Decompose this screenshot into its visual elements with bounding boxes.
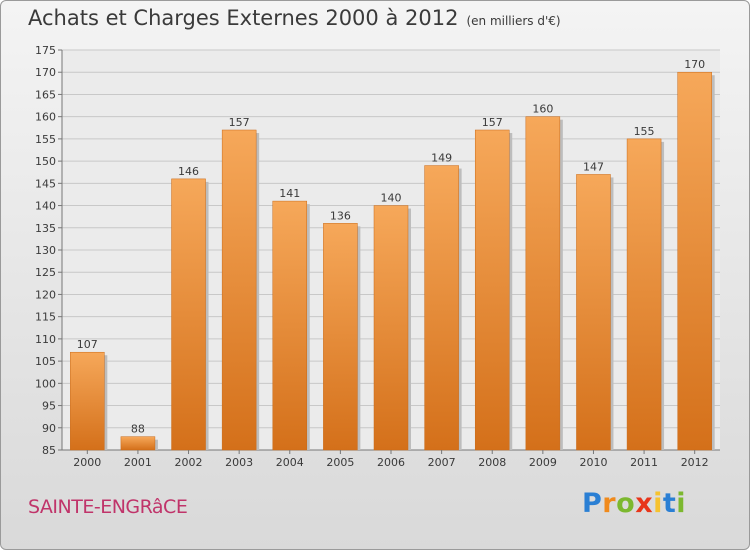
bar	[474, 129, 510, 451]
y-tick-label: 130	[35, 244, 56, 257]
x-tick-label: 2001	[124, 456, 152, 469]
proxiti-logo: Proxiti	[582, 488, 686, 519]
chart-title: Achats et Charges Externes 2000 à 2012 (e…	[28, 6, 561, 30]
y-tick-label: 110	[35, 333, 56, 346]
bar	[525, 116, 561, 451]
data-label: 149	[431, 152, 452, 165]
x-tick-label: 2002	[175, 456, 203, 469]
data-label: 146	[178, 165, 199, 178]
bar	[373, 205, 409, 451]
bar	[576, 174, 611, 451]
y-tick-label: 175	[35, 44, 56, 57]
x-tick-label: 2009	[529, 456, 557, 469]
x-tick-label: 2003	[225, 456, 253, 469]
bar	[120, 436, 156, 451]
y-tick-label: 95	[42, 400, 56, 413]
logo-letter: t	[662, 488, 677, 519]
logo-letter: x	[635, 488, 654, 519]
y-tick-label: 140	[35, 200, 56, 213]
y-tick-label: 145	[35, 177, 56, 190]
bar	[272, 200, 308, 451]
y-tick-label: 120	[35, 288, 56, 301]
x-tick-label: 2010	[579, 456, 607, 469]
y-tick-label: 115	[35, 311, 56, 324]
y-tick-label: 90	[42, 422, 56, 435]
y-tick-label: 105	[35, 355, 56, 368]
logo-letter: P	[582, 488, 603, 519]
logo-letter: r	[602, 488, 617, 519]
y-tick-label: 100	[35, 377, 56, 390]
data-label: 107	[77, 338, 98, 351]
x-tick-label: 2011	[630, 456, 658, 469]
data-label: 155	[634, 125, 655, 138]
data-label: 170	[684, 58, 705, 71]
x-tick-label: 2006	[377, 456, 405, 469]
x-tick-label: 2007	[428, 456, 456, 469]
y-tick-label: 165	[35, 88, 56, 101]
title-text: Achats et Charges Externes 2000 à 2012	[28, 6, 459, 30]
logo-letter: i	[676, 488, 687, 519]
bar	[221, 129, 257, 451]
logo-letter: o	[616, 488, 636, 519]
data-label: 147	[583, 160, 604, 173]
bar	[626, 138, 662, 451]
y-tick-label: 160	[35, 111, 56, 124]
commune-name: SAINTE-ENGRâCE	[28, 496, 188, 518]
y-tick-label: 150	[35, 155, 56, 168]
bar	[677, 71, 712, 451]
unit-label: (en milliers d'€)	[466, 14, 561, 28]
x-tick-label: 2000	[73, 456, 101, 469]
data-label: 160	[532, 103, 553, 116]
bar	[323, 223, 358, 451]
y-tick-label: 170	[35, 66, 56, 79]
y-tick-label: 125	[35, 266, 56, 279]
logo-letter: i	[653, 488, 663, 519]
y-tick-label: 135	[35, 222, 56, 235]
data-label: 141	[279, 187, 300, 200]
data-label: 157	[229, 116, 250, 129]
data-label: 157	[482, 116, 503, 129]
x-tick-label: 2008	[478, 456, 506, 469]
data-label: 140	[381, 192, 402, 205]
bar	[424, 165, 459, 451]
x-tick-label: 2004	[276, 456, 304, 469]
x-tick-label: 2005	[326, 456, 354, 469]
y-tick-label: 85	[42, 444, 56, 457]
data-label: 136	[330, 209, 351, 222]
data-label: 88	[131, 423, 145, 436]
x-tick-label: 2012	[681, 456, 709, 469]
bar	[70, 351, 105, 451]
bar	[171, 178, 206, 451]
y-tick-label: 155	[35, 133, 56, 146]
